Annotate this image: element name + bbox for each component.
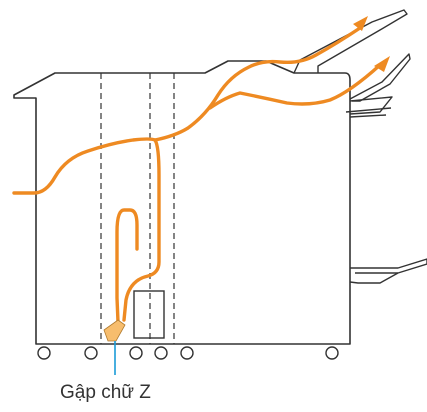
paper-paths — [12, 26, 382, 324]
stacker-block — [349, 96, 393, 115]
finisher-housing — [13, 60, 351, 345]
upper-tray — [293, 9, 408, 74]
wheels — [37, 346, 339, 360]
wheel — [84, 346, 98, 360]
output-arrows — [353, 16, 390, 72]
paper-path-upper-exit — [153, 26, 362, 142]
wheel — [37, 346, 51, 360]
lower-output-tray — [349, 258, 427, 284]
middle-tray — [349, 53, 411, 102]
stacker-line-2 — [349, 114, 387, 118]
stacker-line-1 — [345, 107, 392, 113]
arrow-icon — [353, 16, 368, 31]
paper-path-entry — [12, 137, 161, 322]
wheel — [154, 346, 168, 360]
top-output-trays — [293, 9, 411, 118]
lower-tray — [349, 258, 427, 284]
finisher-body-outline — [13, 60, 351, 345]
arrow-icon — [374, 56, 390, 72]
compartment-rect — [133, 290, 165, 339]
wheel — [129, 346, 143, 360]
z-fold-label: Gập chữ Z — [60, 382, 151, 403]
z-fold-unit-icon — [103, 319, 126, 342]
wheel — [325, 346, 339, 360]
wheel — [180, 346, 194, 360]
paper-path-lower-exit — [208, 63, 382, 110]
internal-dashed-lines — [100, 73, 175, 344]
paper-path-z-fold-loop — [115, 208, 139, 324]
